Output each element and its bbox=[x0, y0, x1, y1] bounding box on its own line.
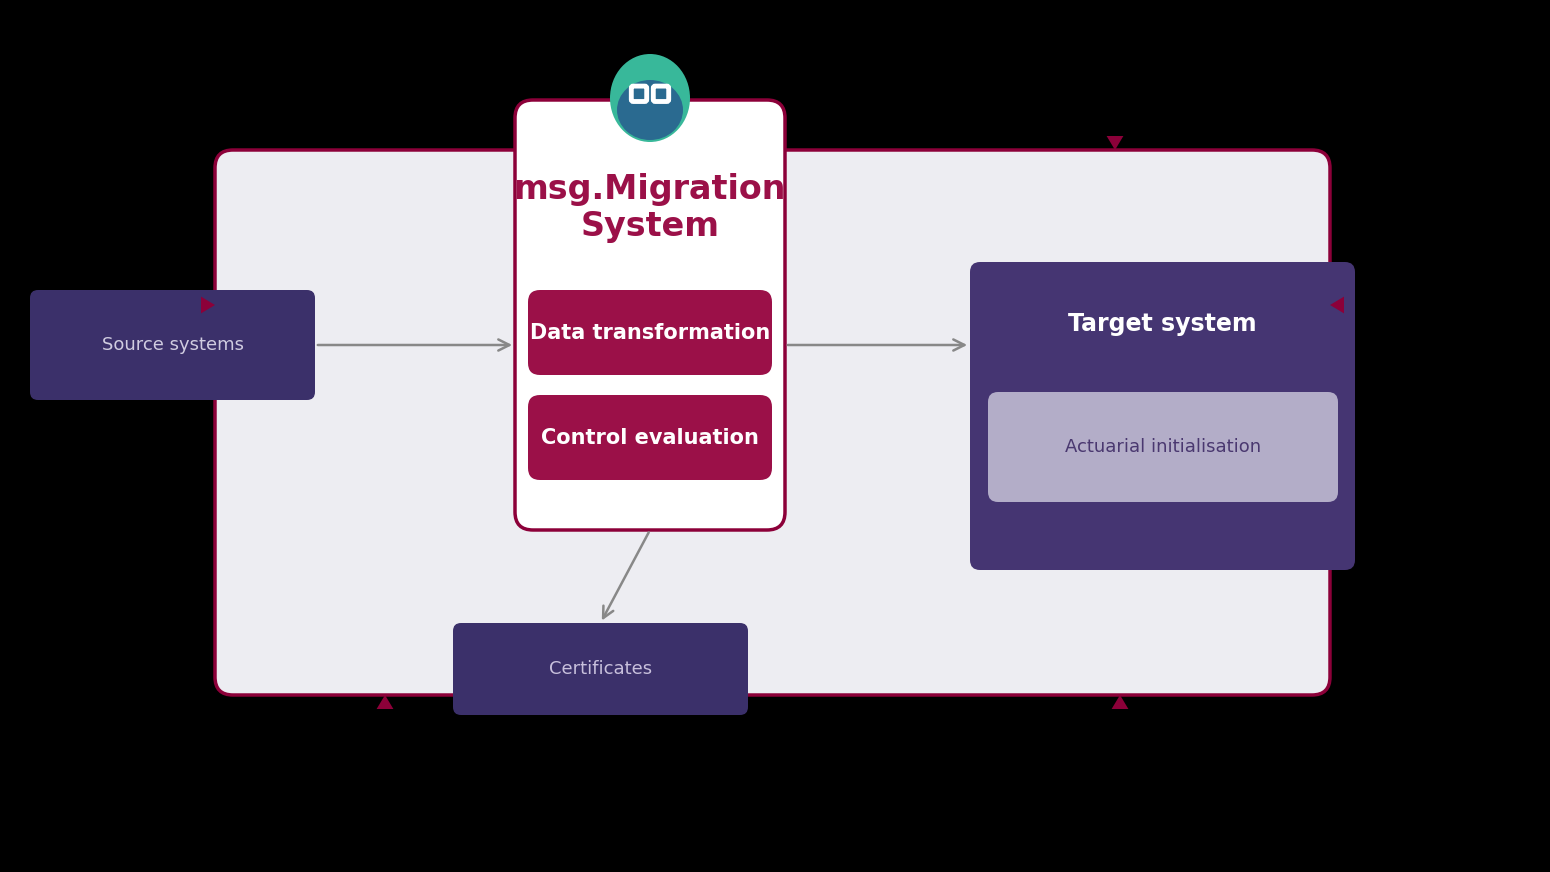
Polygon shape bbox=[202, 296, 215, 313]
Polygon shape bbox=[377, 695, 394, 709]
Ellipse shape bbox=[617, 80, 684, 140]
Polygon shape bbox=[1111, 695, 1128, 709]
FancyBboxPatch shape bbox=[529, 290, 772, 375]
FancyBboxPatch shape bbox=[970, 262, 1355, 570]
Ellipse shape bbox=[611, 54, 690, 142]
Text: Certificates: Certificates bbox=[549, 660, 653, 678]
FancyBboxPatch shape bbox=[529, 395, 772, 480]
Polygon shape bbox=[1330, 296, 1344, 313]
FancyBboxPatch shape bbox=[515, 100, 784, 530]
Text: Actuarial initialisation: Actuarial initialisation bbox=[1065, 438, 1262, 456]
Text: Target system: Target system bbox=[1068, 312, 1257, 336]
FancyBboxPatch shape bbox=[215, 150, 1330, 695]
Text: Control evaluation: Control evaluation bbox=[541, 427, 760, 447]
Text: Data transformation: Data transformation bbox=[530, 323, 770, 343]
Text: msg.Migration
System: msg.Migration System bbox=[513, 173, 786, 243]
Text: Source systems: Source systems bbox=[101, 336, 243, 354]
Polygon shape bbox=[648, 91, 656, 104]
Polygon shape bbox=[1107, 136, 1124, 150]
FancyBboxPatch shape bbox=[29, 290, 315, 400]
FancyBboxPatch shape bbox=[987, 392, 1338, 502]
FancyBboxPatch shape bbox=[453, 623, 749, 715]
